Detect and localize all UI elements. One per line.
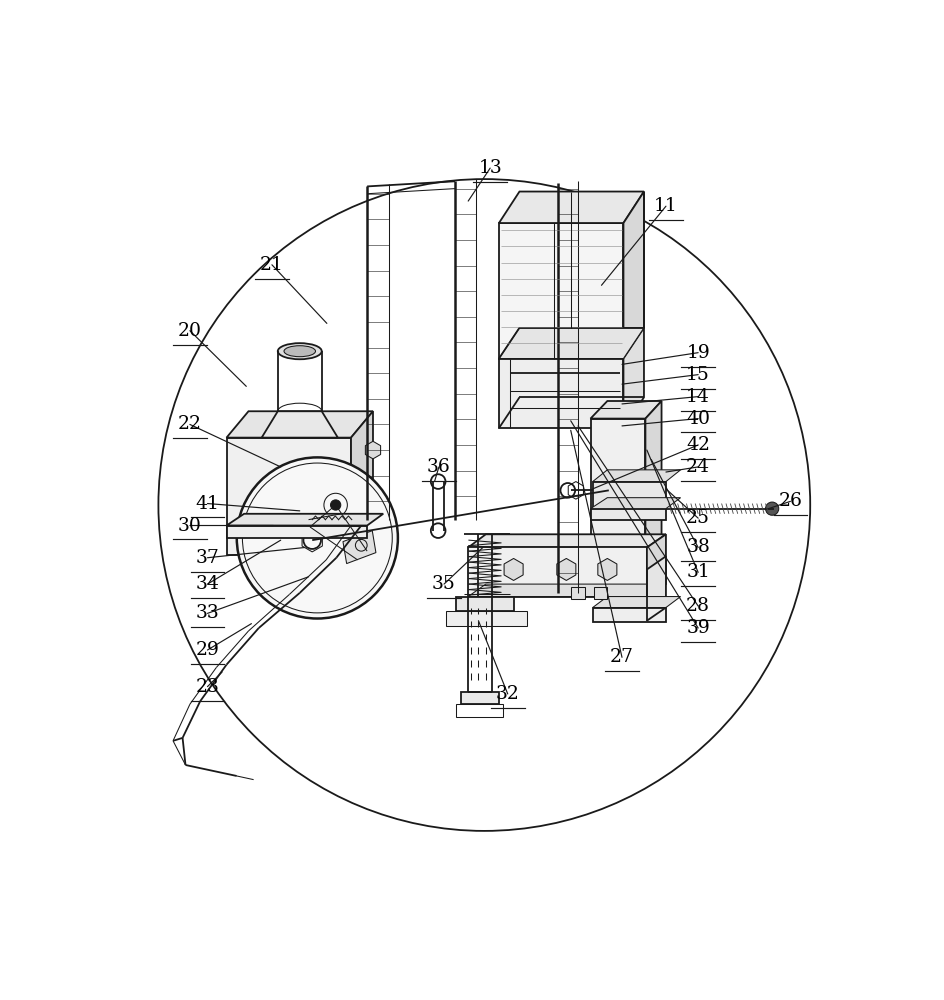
Polygon shape [498,223,623,359]
Polygon shape [556,558,575,580]
Polygon shape [467,534,666,547]
Text: 27: 27 [610,648,633,666]
Polygon shape [647,534,666,597]
Text: 23: 23 [195,678,219,696]
Polygon shape [365,441,380,459]
Polygon shape [570,587,584,599]
Polygon shape [498,192,643,223]
Text: 30: 30 [177,517,202,535]
Polygon shape [446,611,526,626]
Polygon shape [498,359,623,428]
Polygon shape [592,470,680,482]
Polygon shape [227,438,350,555]
Text: 28: 28 [685,597,709,615]
Text: 22: 22 [177,415,202,433]
Polygon shape [362,486,382,509]
Polygon shape [227,514,383,526]
Polygon shape [590,401,661,419]
Text: 29: 29 [195,641,219,659]
Polygon shape [503,558,523,580]
Text: 20: 20 [177,322,202,340]
Polygon shape [598,558,616,580]
Polygon shape [498,328,643,359]
Text: 14: 14 [685,388,709,406]
Polygon shape [645,401,661,591]
Polygon shape [590,419,645,591]
Polygon shape [590,509,666,520]
Text: 33: 33 [195,604,219,622]
Polygon shape [350,411,373,555]
Text: 42: 42 [685,436,709,454]
Text: 31: 31 [685,563,709,581]
Text: 41: 41 [195,495,219,513]
Polygon shape [467,584,666,597]
Text: 24: 24 [685,458,709,476]
Polygon shape [594,587,607,599]
Text: 11: 11 [653,197,677,215]
Circle shape [330,500,341,510]
Polygon shape [623,328,643,428]
Text: 39: 39 [685,619,709,637]
Text: 15: 15 [685,366,709,384]
Polygon shape [623,192,643,359]
Text: 34: 34 [195,575,219,593]
Polygon shape [227,411,373,438]
Polygon shape [647,556,666,621]
Text: 19: 19 [685,344,709,362]
Polygon shape [467,547,647,597]
Text: 37: 37 [195,549,219,567]
Polygon shape [592,597,680,608]
Text: 40: 40 [685,410,709,428]
Text: 36: 36 [427,458,450,476]
Polygon shape [590,498,680,509]
Circle shape [237,457,397,619]
Text: 13: 13 [478,159,501,177]
Text: 38: 38 [685,538,709,556]
Polygon shape [461,692,498,704]
Polygon shape [592,608,666,622]
Polygon shape [592,482,666,512]
Text: 32: 32 [496,685,519,703]
Text: 26: 26 [778,492,801,510]
Ellipse shape [278,343,321,359]
Text: 21: 21 [260,256,283,274]
Polygon shape [343,531,376,564]
Circle shape [765,502,778,515]
Text: 25: 25 [685,509,709,527]
Ellipse shape [284,346,315,357]
Polygon shape [261,411,337,438]
Text: 35: 35 [431,575,456,593]
Polygon shape [227,526,366,538]
Polygon shape [456,597,514,611]
